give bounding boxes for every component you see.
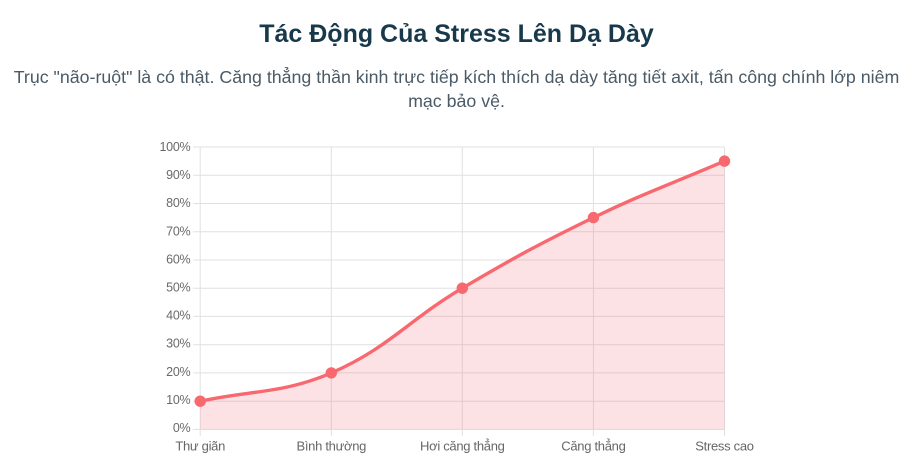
svg-text:Stress cao: Stress cao	[695, 439, 753, 454]
svg-text:20%: 20%	[166, 365, 190, 379]
svg-text:60%: 60%	[166, 252, 190, 266]
svg-text:Bình thường: Bình thường	[297, 439, 367, 454]
svg-text:Căng thẳng: Căng thẳng	[561, 439, 625, 454]
svg-text:100%: 100%	[160, 140, 191, 154]
svg-text:70%: 70%	[166, 224, 190, 238]
svg-text:30%: 30%	[166, 337, 190, 351]
svg-text:80%: 80%	[166, 196, 190, 210]
svg-text:Hơi căng thẳng: Hơi căng thẳng	[420, 439, 505, 454]
svg-text:Thư giãn: Thư giãn	[175, 439, 225, 454]
svg-text:0%: 0%	[173, 421, 191, 435]
svg-text:10%: 10%	[166, 393, 190, 407]
svg-text:90%: 90%	[166, 168, 190, 182]
svg-text:40%: 40%	[166, 309, 190, 323]
svg-text:50%: 50%	[166, 281, 190, 295]
